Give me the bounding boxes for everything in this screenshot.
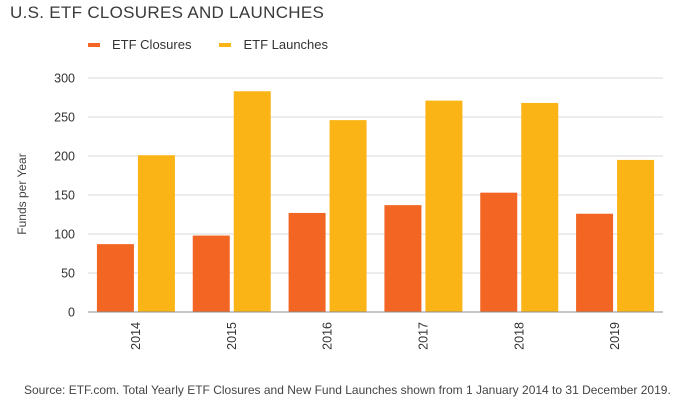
bar-closures-2019 [576, 213, 614, 312]
bar-closures-2018 [480, 192, 518, 312]
bar-launches-2016 [329, 120, 367, 313]
bar-closures-2014 [96, 244, 134, 312]
x-tick-label: 2017 [416, 322, 430, 350]
bar-launches-2018 [521, 102, 559, 313]
bar-launches-2014 [137, 155, 175, 312]
legend-item-launches: ETF Launches [219, 37, 328, 52]
x-tick-label: 2016 [321, 322, 335, 350]
source-note: Source: ETF.com. Total Yearly ETF Closur… [24, 383, 671, 397]
y-tick-label: 0 [68, 306, 75, 320]
legend-label-launches: ETF Launches [243, 37, 329, 52]
x-tick-label: 2014 [129, 322, 143, 350]
bar-launches-2015 [233, 91, 271, 312]
chart-title: U.S. ETF CLOSURES AND LAUNCHES [10, 3, 325, 22]
legend-label-closures: ETF Closures [112, 37, 192, 52]
bar-closures-2017 [384, 205, 422, 312]
x-tick-label: 2018 [512, 322, 526, 350]
chart-legend: ETF Closures ETF Launches [88, 37, 356, 52]
bar-launches-2019 [617, 159, 655, 312]
bar-closures-2015 [192, 235, 230, 312]
y-tick-label: 300 [54, 72, 75, 86]
bar-launches-2017 [425, 100, 463, 313]
bar-closures-2016 [288, 212, 326, 312]
y-tick-label: 200 [54, 150, 75, 164]
legend-swatch-launches [219, 42, 232, 47]
y-tick-label: 250 [54, 111, 75, 125]
y-tick-label: 50 [61, 267, 75, 281]
legend-swatch-closures [88, 42, 100, 47]
x-tick-label: 2015 [225, 322, 239, 350]
legend-item-closures: ETF Closures [88, 37, 191, 52]
y-tick-label: 100 [54, 228, 75, 242]
y-tick-label: 150 [54, 189, 75, 203]
x-tick-label: 2019 [608, 322, 622, 350]
